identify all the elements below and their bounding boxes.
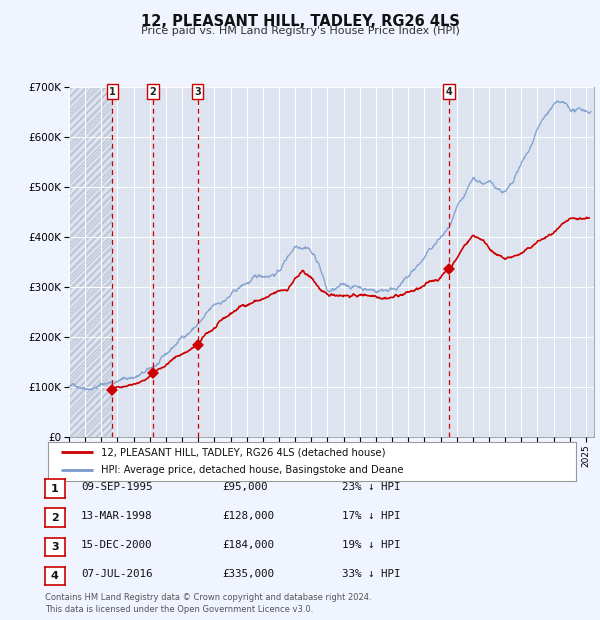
Text: Price paid vs. HM Land Registry's House Price Index (HPI): Price paid vs. HM Land Registry's House … [140,26,460,36]
Text: £95,000: £95,000 [222,482,268,492]
Bar [69,87,112,437]
Text: 17% ↓ HPI: 17% ↓ HPI [342,511,401,521]
Text: 09-SEP-1995: 09-SEP-1995 [81,482,152,492]
Text: 07-JUL-2016: 07-JUL-2016 [81,569,152,579]
Text: 2: 2 [149,87,156,97]
Text: Contains HM Land Registry data © Crown copyright and database right 2024.
This d: Contains HM Land Registry data © Crown c… [45,593,371,614]
Text: 2: 2 [51,513,59,523]
Text: 1: 1 [51,484,59,494]
Text: 15-DEC-2000: 15-DEC-2000 [81,540,152,550]
Text: £184,000: £184,000 [222,540,274,550]
Text: HPI: Average price, detached house, Basingstoke and Deane: HPI: Average price, detached house, Basi… [101,465,403,475]
Text: 1: 1 [109,87,116,97]
Text: 4: 4 [445,87,452,97]
Text: £128,000: £128,000 [222,511,274,521]
Text: 12, PLEASANT HILL, TADLEY, RG26 4LS (detached house): 12, PLEASANT HILL, TADLEY, RG26 4LS (det… [101,448,385,458]
Text: 3: 3 [194,87,201,97]
Text: 13-MAR-1998: 13-MAR-1998 [81,511,152,521]
Text: 3: 3 [51,542,59,552]
Text: 23% ↓ HPI: 23% ↓ HPI [342,482,401,492]
Text: 4: 4 [51,571,59,581]
Text: 19% ↓ HPI: 19% ↓ HPI [342,540,401,550]
Text: £335,000: £335,000 [222,569,274,579]
Text: 33% ↓ HPI: 33% ↓ HPI [342,569,401,579]
Text: 12, PLEASANT HILL, TADLEY, RG26 4LS: 12, PLEASANT HILL, TADLEY, RG26 4LS [140,14,460,29]
